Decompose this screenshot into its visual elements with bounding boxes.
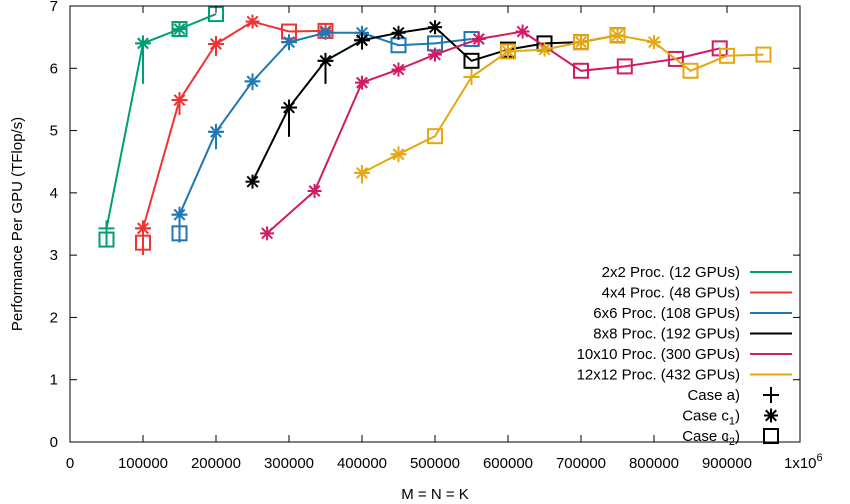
case-c2-point [616, 58, 633, 75]
series-5 [260, 24, 728, 241]
case-c1-point [172, 207, 187, 222]
case-c2-point [573, 34, 589, 51]
case-c1-point [537, 42, 552, 57]
x-tick-label: 300000 [264, 455, 314, 472]
legend-label: 2x2 Proc. (12 GPUs) [602, 264, 740, 281]
case-c2-point [667, 50, 684, 67]
legend-square-marker [763, 428, 779, 444]
legend-label: 8x8 Proc. (192 GPUs) [593, 326, 740, 343]
x-tick-label: 500000 [410, 455, 460, 472]
case-a-point [98, 220, 115, 237]
y-tick-label: 4 [50, 185, 58, 202]
case-c1-point [428, 20, 442, 35]
case-c1-point [471, 32, 486, 47]
case-c1-point [515, 24, 530, 39]
case-c1-point [318, 53, 333, 68]
case-c1-point [245, 74, 260, 89]
x-tick-label: 100000 [118, 455, 168, 472]
case-c1-point [307, 183, 322, 198]
case-c1-point [647, 35, 661, 50]
case-c1-point [209, 36, 223, 51]
legend-star-marker [764, 408, 778, 423]
case-c1-point [610, 28, 625, 43]
legend-marker-label: Case c1) [682, 408, 740, 428]
case-c1-point [391, 25, 406, 40]
case-c2-point [609, 27, 626, 44]
case-c1-point [136, 36, 150, 51]
x-tick-label: 400000 [337, 455, 387, 472]
legend-label: 4x4 Proc. (48 GPUs) [602, 285, 740, 302]
case-c1-point [501, 44, 515, 59]
y-tick-label: 1 [50, 372, 58, 389]
x-tick-label: 800000 [629, 455, 679, 472]
case-c2-point [427, 128, 443, 145]
case-c1-point [172, 22, 187, 37]
series-line [361, 34, 764, 174]
case-c1-point [136, 221, 150, 236]
x-tick-label-last: 1x106 [784, 452, 823, 472]
y-tick-label: 2 [50, 309, 58, 326]
case-c2-point [755, 46, 772, 63]
y-tick-label: 7 [50, 0, 58, 15]
series-1 [98, 6, 224, 248]
case-c1-point [245, 14, 260, 29]
legend-label: 10x10 Proc. (300 GPUs) [577, 346, 740, 363]
case-c1-point [355, 75, 369, 90]
case-c1-point [574, 35, 588, 50]
case-c2-point [98, 231, 115, 248]
series-line [142, 20, 326, 229]
case-c2-point [573, 62, 589, 79]
legend-plus-marker [763, 387, 779, 403]
case-c1-point [355, 165, 369, 180]
case-c2-point [171, 21, 188, 38]
x-tick-label: 700000 [556, 455, 606, 472]
case-c1-point [282, 35, 296, 50]
case-c2-point [463, 52, 480, 69]
case-c1-point [428, 47, 442, 62]
chart-axes: 0 1 2 3 4 5 6 7 0 100000 200000 300000 400000 500000 6… [50, 0, 823, 472]
x-tick-label: 900000 [702, 455, 752, 472]
y-tick-label: 0 [50, 434, 58, 451]
y-tick-label: 6 [50, 60, 58, 77]
case-c1-point [245, 174, 260, 189]
case-c2-point [500, 43, 516, 60]
legend-marker-label: Case a) [687, 387, 740, 404]
x-axis-label: M = N = K [401, 486, 469, 503]
y-tick-label: 5 [50, 123, 58, 140]
case-c1-point [391, 147, 406, 162]
y-axis-label: Performance Per GPU (TFlop/s) [9, 117, 26, 331]
series-line [105, 13, 217, 229]
case-c1-point [209, 124, 223, 139]
x-tick-label: 600000 [483, 455, 533, 472]
y-tick-label: 3 [50, 247, 58, 264]
case-a-point [463, 69, 480, 86]
chart-legend: 2x2 Proc. (12 GPUs) 4x4 Proc. (48 GPUs) 6x… [577, 264, 792, 448]
case-c1-point [391, 62, 406, 77]
case-c2-point [135, 234, 151, 251]
case-c1-point [260, 226, 275, 241]
case-c1-point [318, 25, 333, 40]
x-tick-label: 200000 [191, 455, 241, 472]
case-c1-point [355, 33, 369, 48]
series-6 [354, 27, 772, 184]
case-c1-point [172, 93, 187, 108]
x-tick-label: 0 [66, 455, 74, 472]
legend-label: 6x6 Proc. (108 GPUs) [593, 305, 740, 322]
case-c2-point [171, 225, 188, 242]
legend-label: 12x12 Proc. (432 GPUs) [577, 367, 740, 384]
case-c2-point [682, 62, 699, 79]
chart-marks [98, 6, 772, 256]
case-c2-point [719, 47, 735, 64]
series-2 [135, 14, 334, 256]
case-c1-point [282, 100, 296, 115]
legend-marker-label: Case c2) [682, 428, 740, 448]
